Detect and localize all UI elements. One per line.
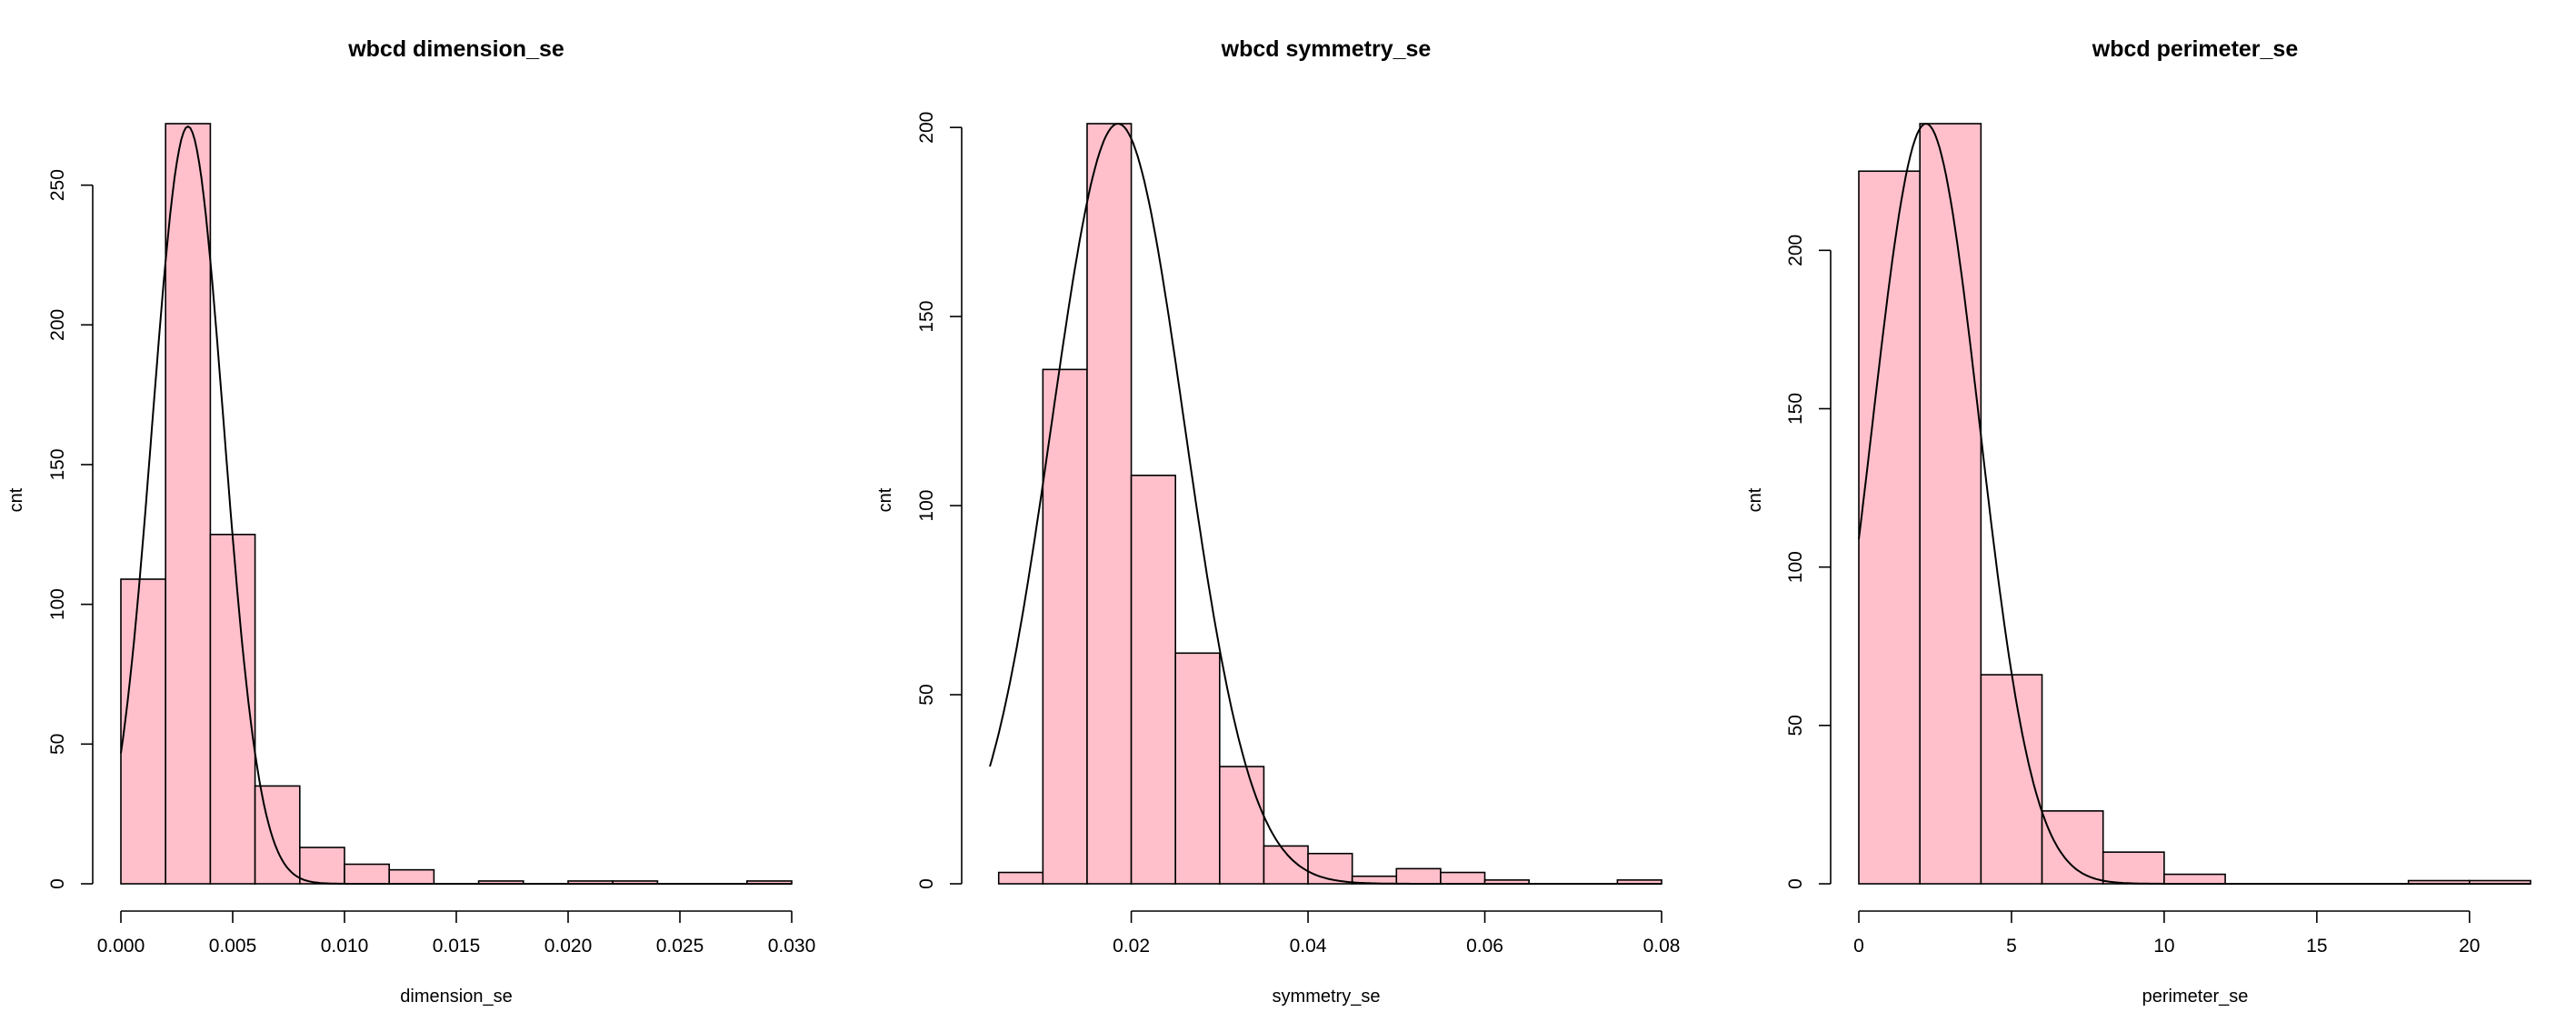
- chart-title: wbcd symmetry_se: [1221, 36, 1432, 62]
- histogram-bar: [254, 785, 301, 885]
- histogram-bar: [344, 863, 391, 885]
- histogram-bar: [165, 123, 212, 885]
- x-tick-label: 10: [2153, 936, 2174, 957]
- histogram-panel-dimension-se: wbcd dimension_se dimension_se cnt 0.000…: [6, 36, 815, 1007]
- chart-title: wbcd perimeter_se: [2092, 36, 2299, 62]
- chart-title: wbcd dimension_se: [347, 36, 564, 62]
- x-axis: 0.02 0.04 0.06 0.08: [1113, 910, 1681, 957]
- x-tick-label: 20: [2459, 936, 2480, 957]
- histogram-bar: [2041, 810, 2104, 885]
- y-tick-label: 150: [916, 301, 937, 333]
- y-tick-label: 200: [47, 309, 68, 341]
- y-tick-label: 100: [1785, 551, 1806, 583]
- density-curve: [989, 122, 1662, 885]
- y-axis-label: cnt: [6, 487, 26, 512]
- x-tick-label: 0.08: [1643, 936, 1681, 957]
- x-tick-label: 15: [2306, 936, 2327, 957]
- x-axis: 0 5 10 15 20: [1853, 910, 2480, 957]
- histogram-bar: [209, 534, 256, 885]
- x-tick-label: 0.030: [768, 936, 816, 957]
- x-tick-label: 0.020: [544, 936, 593, 957]
- x-tick-label: 0.04: [1290, 936, 1327, 957]
- y-axis-label: cnt: [1745, 487, 1765, 512]
- histogram-bar: [1042, 368, 1088, 885]
- y-tick-label: 50: [916, 684, 937, 705]
- bars-group: [120, 123, 793, 885]
- density-curve: [1858, 122, 2531, 885]
- histogram-bar: [1086, 123, 1133, 885]
- density-curve-group: [1858, 122, 2531, 885]
- y-tick-label: 100: [47, 588, 68, 620]
- histogram-panel-symmetry-se: wbcd symmetry_se symmetry_se cnt 0.02 0.0…: [875, 36, 1680, 1007]
- x-tick-label: 0.000: [97, 936, 145, 957]
- y-axis: 0 50 100 150 200: [916, 112, 963, 889]
- y-axis: 0 50 100 150 200 250: [47, 169, 94, 889]
- histogram-bar: [2102, 851, 2165, 885]
- histogram-bar: [1219, 766, 1265, 885]
- density-curve-group: [120, 125, 792, 885]
- y-tick-label: 0: [47, 878, 68, 889]
- histogram-bar: [1395, 867, 1442, 885]
- y-tick-label: 150: [1785, 393, 1806, 425]
- x-axis-label: dimension_se: [400, 987, 512, 1007]
- y-tick-label: 0: [1785, 878, 1806, 889]
- x-axis-label: perimeter_se: [2142, 987, 2249, 1007]
- histogram-bar: [1174, 652, 1221, 885]
- histogram-panel-perimeter-se: wbcd perimeter_se perimeter_se cnt 0 5 10 1…: [1745, 36, 2531, 1007]
- x-axis: 0.000 0.005 0.010 0.015 0.020 0.025 0.030: [97, 910, 816, 957]
- y-tick-label: 150: [47, 448, 68, 480]
- histogram-bar: [120, 578, 167, 885]
- x-tick-label: 0.02: [1113, 936, 1150, 957]
- y-tick-label: 100: [916, 490, 937, 522]
- y-axis: 0 50 100 150 200: [1785, 235, 1832, 889]
- y-tick-label: 250: [47, 169, 68, 201]
- x-tick-label: 5: [2006, 936, 2017, 957]
- x-tick-label: 0.005: [209, 936, 257, 957]
- density-curve: [120, 125, 792, 885]
- x-tick-label: 0.025: [656, 936, 704, 957]
- x-axis-label: symmetry_se: [1273, 987, 1381, 1007]
- x-tick-label: 0.06: [1466, 936, 1503, 957]
- histogram-bar: [2163, 873, 2226, 885]
- y-tick-label: 0: [916, 878, 937, 889]
- x-tick-label: 0: [1853, 936, 1864, 957]
- y-tick-label: 50: [1785, 715, 1806, 736]
- histogram-bar: [1919, 123, 1982, 885]
- bars-group: [997, 123, 1662, 885]
- x-tick-label: 0.015: [433, 936, 481, 957]
- histogram-bar: [997, 871, 1044, 885]
- histogram-bar: [1440, 871, 1486, 885]
- histogram-bar: [1130, 475, 1176, 885]
- histogram-bar: [388, 868, 435, 885]
- y-tick-label: 200: [916, 112, 937, 144]
- density-curve-group: [989, 122, 1662, 885]
- y-tick-label: 50: [47, 734, 68, 755]
- histogram-bar: [298, 847, 345, 885]
- y-tick-label: 200: [1785, 235, 1806, 266]
- x-tick-label: 0.010: [321, 936, 369, 957]
- y-axis-label: cnt: [875, 487, 895, 512]
- bars-group: [1858, 123, 2531, 885]
